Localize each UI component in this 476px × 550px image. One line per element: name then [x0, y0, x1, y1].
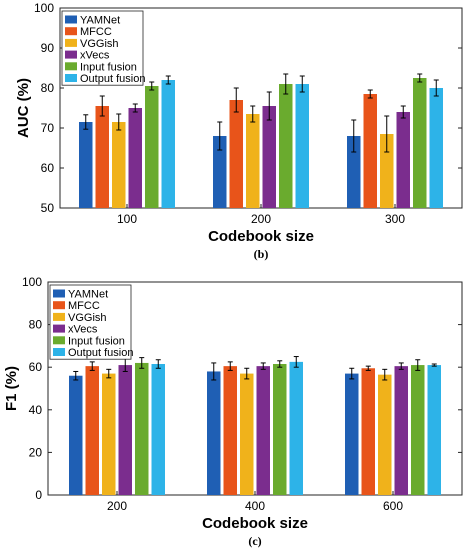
legend-swatch	[53, 324, 65, 333]
legend-swatch	[65, 15, 77, 24]
x-tick-label: 200	[251, 212, 271, 226]
x-axis-label: Codebook size	[208, 228, 314, 245]
legend-swatch	[53, 336, 65, 345]
bar	[79, 122, 93, 208]
bar	[223, 366, 237, 495]
legend-swatch	[65, 74, 77, 82]
bar	[85, 366, 99, 495]
bar	[289, 361, 303, 495]
legend-label: Output fusion	[80, 73, 145, 85]
bar	[128, 108, 142, 208]
legend-label: Output fusion	[68, 347, 133, 359]
y-tick-label: 0	[35, 488, 42, 502]
figure-caption: (b)	[254, 247, 269, 261]
legend-label: Input fusion	[68, 335, 125, 347]
y-tick-label: 70	[41, 121, 55, 135]
bar	[295, 84, 309, 208]
legend-label: VGGish	[68, 312, 107, 324]
bar	[145, 86, 159, 208]
y-tick-label: 90	[41, 41, 55, 55]
bar	[95, 106, 109, 208]
bar	[427, 365, 441, 495]
bar	[345, 373, 359, 495]
bar	[256, 366, 270, 495]
legend-swatch	[65, 50, 77, 59]
figure-caption: (c)	[248, 534, 261, 548]
bar	[240, 373, 254, 495]
bar	[161, 80, 175, 208]
bar	[347, 136, 361, 208]
bar	[69, 375, 83, 495]
bar	[394, 366, 408, 495]
x-tick-label: 300	[385, 212, 405, 226]
bar	[151, 364, 165, 495]
legend-label: VGGish	[80, 38, 119, 50]
bar	[273, 364, 287, 495]
legend-swatch	[53, 301, 65, 310]
bar	[378, 374, 392, 495]
legend-swatch	[65, 62, 77, 71]
x-tick-label: 100	[117, 212, 137, 226]
bar	[112, 122, 126, 208]
y-axis-label: AUC (%)	[15, 78, 32, 138]
legend-swatch	[53, 348, 65, 356]
legend-label: MFCC	[68, 300, 100, 312]
y-axis-label: F1 (%)	[3, 366, 20, 411]
legend-label: xVecs	[68, 324, 98, 336]
bar	[262, 106, 276, 208]
bar	[246, 114, 260, 208]
legend-label: xVecs	[80, 50, 110, 62]
legend-swatch	[53, 312, 65, 321]
y-tick-label: 100	[22, 275, 42, 289]
y-tick-label: 80	[41, 81, 55, 95]
y-tick-label: 20	[29, 445, 43, 459]
bar	[229, 100, 243, 208]
y-tick-label: 100	[34, 1, 54, 15]
y-tick-label: 50	[41, 201, 55, 215]
legend-label: Input fusion	[80, 61, 137, 73]
bar	[102, 373, 116, 495]
auc-chart: 50 60 70 80 90 100 100 200 300 Codebook size AUC (…	[15, 1, 463, 261]
bar	[279, 84, 293, 208]
bar	[361, 368, 375, 495]
y-tick-label: 60	[29, 360, 43, 374]
legend-swatch	[53, 289, 65, 298]
legend-label: YAMNet	[80, 15, 120, 27]
bar	[135, 362, 149, 495]
y-tick-label: 40	[29, 403, 43, 417]
bar	[118, 365, 132, 495]
bar	[413, 78, 427, 208]
bar	[411, 365, 425, 495]
y-tick-label: 60	[41, 161, 55, 175]
legend-swatch	[65, 27, 77, 36]
bar	[396, 112, 410, 208]
bar	[380, 134, 394, 208]
bar	[213, 136, 227, 208]
x-tick-label: 200	[107, 499, 127, 513]
y-tick-label: 80	[29, 318, 43, 332]
x-tick-label: 600	[383, 499, 403, 513]
bar	[429, 88, 443, 208]
x-tick-label: 400	[245, 499, 265, 513]
f1-chart: 0 20 40 60 80 100 200 400 600 Codebook size F1 (%)…	[3, 275, 463, 548]
x-axis-label: Codebook size	[202, 515, 308, 532]
legend-swatch	[65, 38, 77, 47]
bar	[363, 94, 377, 208]
legend-label: MFCC	[80, 26, 112, 38]
legend-label: YAMNet	[68, 289, 108, 301]
bar	[207, 371, 221, 495]
